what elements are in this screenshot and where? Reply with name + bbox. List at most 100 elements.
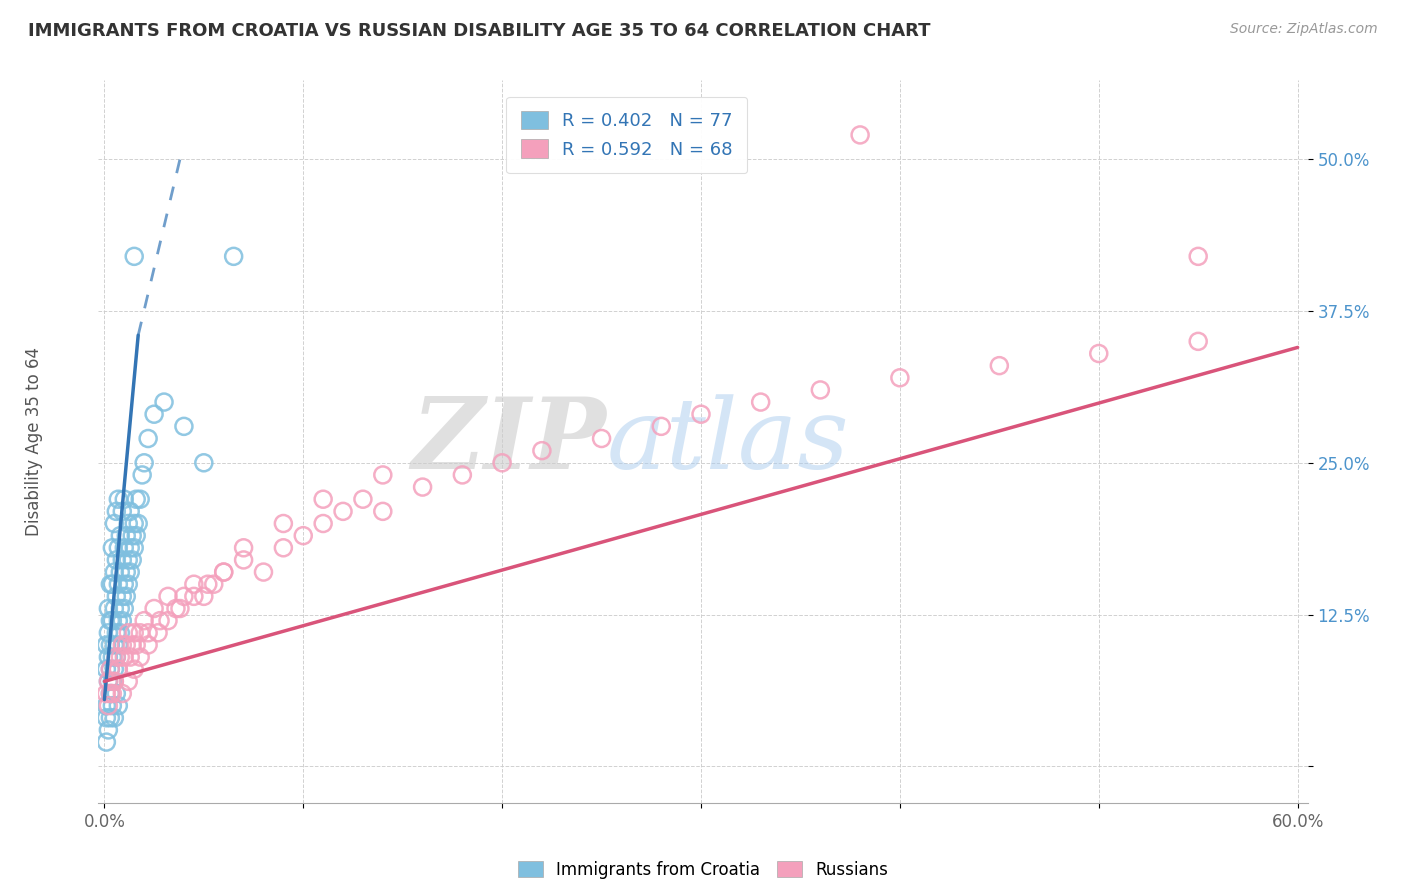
Point <box>222 249 245 263</box>
Point <box>96 735 118 749</box>
Point <box>136 432 159 446</box>
Point <box>312 516 335 531</box>
Point <box>153 395 176 409</box>
Legend: Immigrants from Croatia, Russians: Immigrants from Croatia, Russians <box>512 855 894 886</box>
Point <box>122 249 145 263</box>
Point <box>193 590 215 604</box>
Point <box>103 565 125 579</box>
Point <box>98 614 121 628</box>
Point <box>103 516 125 531</box>
Point <box>232 541 254 555</box>
Point <box>101 698 124 713</box>
Point <box>889 371 911 385</box>
Point <box>110 625 132 640</box>
Point <box>97 650 120 665</box>
Point <box>650 419 672 434</box>
Point <box>105 625 128 640</box>
Point <box>591 432 613 446</box>
Point <box>107 614 129 628</box>
Point <box>98 638 121 652</box>
Point <box>101 614 124 628</box>
Point <box>129 625 152 640</box>
Point <box>165 601 187 615</box>
Point <box>107 662 129 676</box>
Point <box>97 601 120 615</box>
Point <box>98 686 121 700</box>
Point <box>122 541 145 555</box>
Point <box>122 516 145 531</box>
Point <box>129 650 152 665</box>
Point <box>173 419 195 434</box>
Point <box>107 638 129 652</box>
Point <box>107 577 129 591</box>
Point <box>117 674 139 689</box>
Point <box>97 723 120 737</box>
Point <box>105 686 128 700</box>
Point <box>105 650 128 665</box>
Point <box>232 553 254 567</box>
Point <box>125 492 148 507</box>
Point <box>111 638 134 652</box>
Point <box>120 541 142 555</box>
Point <box>105 650 128 665</box>
Point <box>97 698 120 713</box>
Point <box>312 492 335 507</box>
Point <box>1087 346 1109 360</box>
Point <box>96 698 118 713</box>
Point <box>292 529 315 543</box>
Point <box>412 480 434 494</box>
Point <box>371 467 394 482</box>
Point <box>111 686 134 700</box>
Text: ZIP: ZIP <box>412 393 606 490</box>
Point <box>530 443 553 458</box>
Point <box>125 638 148 652</box>
Point <box>131 467 153 482</box>
Y-axis label: Disability Age 35 to 64: Disability Age 35 to 64 <box>25 347 42 536</box>
Point <box>121 529 143 543</box>
Point <box>157 614 180 628</box>
Point <box>120 650 142 665</box>
Point <box>988 359 1011 373</box>
Point <box>1187 334 1209 349</box>
Text: atlas: atlas <box>606 394 849 489</box>
Point <box>121 553 143 567</box>
Point <box>96 711 118 725</box>
Point <box>120 565 142 579</box>
Point <box>273 541 295 555</box>
Point <box>98 662 121 676</box>
Point <box>103 601 125 615</box>
Point <box>212 565 235 579</box>
Point <box>157 590 180 604</box>
Point <box>849 128 872 142</box>
Point <box>111 614 134 628</box>
Point <box>273 516 295 531</box>
Point <box>143 407 166 421</box>
Point <box>117 553 139 567</box>
Point <box>98 711 121 725</box>
Point <box>125 529 148 543</box>
Point <box>101 674 124 689</box>
Point <box>202 577 225 591</box>
Text: Source: ZipAtlas.com: Source: ZipAtlas.com <box>1230 22 1378 37</box>
Point <box>134 614 156 628</box>
Point <box>115 590 138 604</box>
Point <box>117 516 139 531</box>
Point <box>101 686 124 700</box>
Point <box>136 638 159 652</box>
Point <box>101 577 124 591</box>
Point <box>121 638 143 652</box>
Point <box>96 662 118 676</box>
Point <box>690 407 713 421</box>
Point <box>143 601 166 615</box>
Point <box>103 638 125 652</box>
Point <box>111 590 134 604</box>
Point <box>117 625 139 640</box>
Point <box>105 590 128 604</box>
Point <box>101 541 124 555</box>
Point <box>96 686 118 700</box>
Point <box>110 565 132 579</box>
Point <box>146 625 169 640</box>
Point <box>127 516 149 531</box>
Point <box>117 577 139 591</box>
Point <box>97 625 120 640</box>
